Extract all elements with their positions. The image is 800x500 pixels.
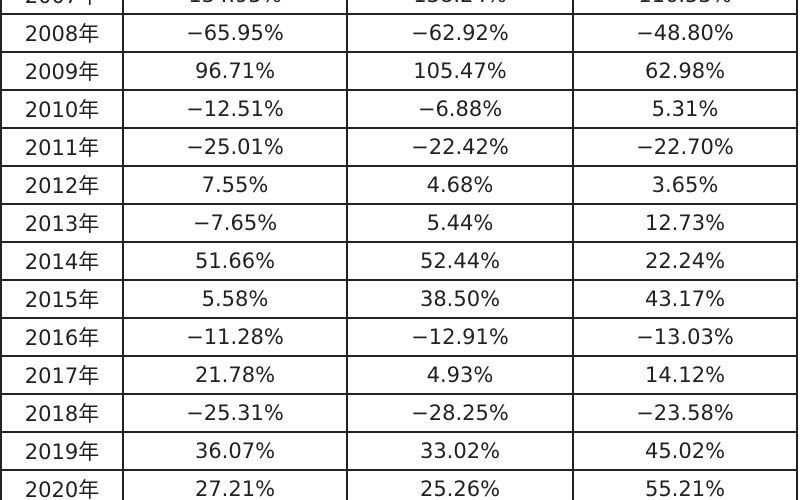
return-cell: −13.03%: [572, 317, 798, 357]
table-row: 2009年 96.71% 105.47% 62.98%: [0, 51, 798, 91]
table-row: 2010年 −12.51% −6.88% 5.31%: [0, 89, 798, 129]
year-cell: 2015年: [0, 279, 124, 319]
table-row: 2019年 36.07% 33.02% 45.02%: [0, 431, 798, 471]
return-cell: −12.91%: [346, 317, 574, 357]
year-cell: 2018年: [0, 393, 124, 433]
return-cell: −62.92%: [346, 13, 574, 53]
return-cell: −22.70%: [572, 127, 798, 167]
return-cell: −12.51%: [122, 89, 348, 129]
return-cell: 5.44%: [346, 203, 574, 243]
return-cell: 14.12%: [572, 355, 798, 395]
return-cell: 38.50%: [346, 279, 574, 319]
year-cell: 2009年: [0, 51, 124, 91]
return-cell: 36.07%: [122, 431, 348, 471]
table-row: 2013年 −7.65% 5.44% 12.73%: [0, 203, 798, 243]
year-cell: 2011年: [0, 127, 124, 167]
year-cell: 2008年: [0, 13, 124, 53]
year-cell: 2013年: [0, 203, 124, 243]
return-cell: −65.95%: [122, 13, 348, 53]
year-cell: 2010年: [0, 89, 124, 129]
return-cell: 51.66%: [122, 241, 348, 281]
return-cell: 138.24%: [346, 0, 574, 15]
table-row: 2007年134.95%138.24%116.53%: [0, 0, 798, 15]
year-cell: 2019年: [0, 431, 124, 471]
table-row: 2016年 −11.28% −12.91% −13.03%: [0, 317, 798, 357]
year-cell: 2020年: [0, 469, 124, 500]
return-cell: 12.73%: [572, 203, 798, 243]
return-cell: −22.42%: [346, 127, 574, 167]
return-cell: 5.31%: [572, 89, 798, 129]
return-cell: 134.95%: [122, 0, 348, 15]
table-row: 2011年 −25.01% −22.42% −22.70%: [0, 127, 798, 167]
year-cell: 2007年: [0, 0, 124, 15]
return-cell: 43.17%: [572, 279, 798, 319]
year-cell: 2014年: [0, 241, 124, 281]
return-cell: 3.65%: [572, 165, 798, 205]
return-cell: −25.31%: [122, 393, 348, 433]
return-cell: 4.93%: [346, 355, 574, 395]
table-row: 2017年 21.78% 4.93% 14.12%: [0, 355, 798, 395]
return-cell: 25.26%: [346, 469, 574, 500]
return-cell: 45.02%: [572, 431, 798, 471]
return-cell: 22.24%: [572, 241, 798, 281]
year-cell: 2016年: [0, 317, 124, 357]
return-cell: 105.47%: [346, 51, 574, 91]
return-cell: −7.65%: [122, 203, 348, 243]
return-cell: 62.98%: [572, 51, 798, 91]
return-cell: −25.01%: [122, 127, 348, 167]
return-cell: −11.28%: [122, 317, 348, 357]
return-cell: 116.53%: [572, 0, 798, 15]
table-row: 2008年 −65.95% −62.92% −48.80%: [0, 13, 798, 53]
table-row: 2020年 27.21% 25.26% 55.21%: [0, 469, 798, 500]
return-cell: −6.88%: [346, 89, 574, 129]
return-cell: 33.02%: [346, 431, 574, 471]
table-row: 2018年 −25.31% −28.25% −23.58%: [0, 393, 798, 433]
return-cell: 52.44%: [346, 241, 574, 281]
return-cell: −48.80%: [572, 13, 798, 53]
return-cell: 21.78%: [122, 355, 348, 395]
return-cell: 4.68%: [346, 165, 574, 205]
return-cell: 5.58%: [122, 279, 348, 319]
year-cell: 2012年: [0, 165, 124, 205]
return-cell: 7.55%: [122, 165, 348, 205]
return-cell: −28.25%: [346, 393, 574, 433]
return-cell: 27.21%: [122, 469, 348, 500]
table-row: 2014年 51.66% 52.44% 22.24%: [0, 241, 798, 281]
table-row: 2015年 5.58% 38.50% 43.17%: [0, 279, 798, 319]
return-cell: 96.71%: [122, 51, 348, 91]
return-cell: 55.21%: [572, 469, 798, 500]
table-row: 2012年 7.55% 4.68% 3.65%: [0, 165, 798, 205]
return-cell: −23.58%: [572, 393, 798, 433]
year-cell: 2017年: [0, 355, 124, 395]
